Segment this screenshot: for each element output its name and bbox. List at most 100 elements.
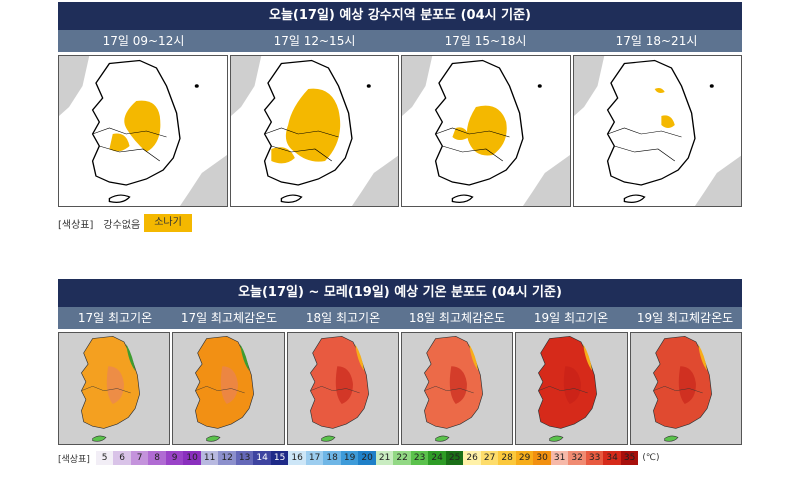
temp-scale-chip: 33 <box>586 451 604 465</box>
jeju-island <box>207 436 220 441</box>
temp-scale-chip: 17 <box>306 451 324 465</box>
china-land <box>231 56 261 116</box>
temp-scale-chip: 13 <box>236 451 254 465</box>
temperature-map-3 <box>401 332 513 445</box>
tab-time-1215[interactable]: 17일 12~15시 <box>229 30 400 52</box>
china-land <box>59 56 89 116</box>
temp-scale-chip: 35 <box>621 451 639 465</box>
temp-scale: 5 6 7 8 9 10 11 12 13 14 15 16 17 18 19 20 21 22 23 24 25 26 2… <box>96 451 639 465</box>
temp-scale-chip: 7 <box>131 451 149 465</box>
temp-scale-chip: 12 <box>218 451 236 465</box>
tab-time-1821[interactable]: 17일 18~21시 <box>571 30 742 52</box>
temp-map-svg <box>631 333 742 444</box>
temp-scale-chip: 5 <box>96 451 114 465</box>
temp-scale-chip: 19 <box>341 451 359 465</box>
legend-label: [색상표] <box>58 216 93 231</box>
china-land <box>402 56 432 116</box>
ulleungdo-island <box>195 84 199 88</box>
jeju-island <box>109 195 129 202</box>
tab-17-max-temp[interactable]: 17일 최고기온 <box>58 307 172 329</box>
temp-map-svg <box>402 333 513 444</box>
tab-17-max-feel[interactable]: 17일 최고체감온도 <box>172 307 286 329</box>
tab-time-0912[interactable]: 17일 09~12시 <box>58 30 229 52</box>
temp-legend-unit: (℃) <box>642 453 659 463</box>
legend-no-rain: 강수없음 <box>103 216 140 231</box>
ulleungdo-island <box>366 84 370 88</box>
temperature-map-2 <box>287 332 399 445</box>
temperature-map-1 <box>172 332 284 445</box>
precipitation-maps <box>58 52 742 207</box>
korea-map-svg <box>231 56 399 206</box>
temperature-panel: 오늘(17일) ~ 모레(19일) 예상 기온 분포도 (04시 기준) 17일… <box>58 279 742 465</box>
precipitation-panel: 오늘(17일) 예상 강수지역 분포도 (04시 기준) 17일 09~12시 … <box>58 2 742 233</box>
precipitation-map-0 <box>58 55 228 207</box>
temp-scale-chip: 10 <box>183 451 201 465</box>
temp-scale-chip: 9 <box>166 451 184 465</box>
temp-map-svg <box>173 333 284 444</box>
temp-scale-chip: 15 <box>271 451 289 465</box>
jeju-island <box>624 195 644 202</box>
tab-19-max-temp[interactable]: 19일 최고기온 <box>514 307 628 329</box>
temp-scale-chip: 32 <box>568 451 586 465</box>
temp-map-svg <box>59 333 170 444</box>
precipitation-map-2 <box>401 55 571 207</box>
temp-map-svg <box>516 333 627 444</box>
ulleungdo-island <box>709 84 713 88</box>
japan-land <box>351 155 398 206</box>
temp-scale-chip: 31 <box>551 451 569 465</box>
precipitation-title: 오늘(17일) 예상 강수지역 분포도 (04시 기준) <box>58 2 742 30</box>
jeju-island <box>436 436 449 441</box>
temp-scale-chip: 16 <box>288 451 306 465</box>
temp-scale-chip: 29 <box>516 451 534 465</box>
temp-legend-label: [색상표] <box>58 452 90 465</box>
japan-land <box>523 155 570 206</box>
temp-scale-chip: 11 <box>201 451 219 465</box>
temp-scale-chip: 22 <box>393 451 411 465</box>
temp-scale-chip: 27 <box>481 451 499 465</box>
legend-shower: 소나기 <box>144 214 192 232</box>
temp-scale-chip: 25 <box>446 451 464 465</box>
ulleungdo-island <box>538 84 542 88</box>
temperature-map-5 <box>630 332 742 445</box>
tab-18-max-temp[interactable]: 18일 최고기온 <box>286 307 400 329</box>
china-land <box>574 56 604 116</box>
temperature-legend: [색상표] 5 6 7 8 9 10 11 12 13 14 15 16 17 18 19 20 21 22 23 2… <box>58 451 742 465</box>
precipitation-tabs: 17일 09~12시 17일 12~15시 17일 15~18시 17일 18~… <box>58 30 742 52</box>
temp-scale-chip: 6 <box>113 451 131 465</box>
precipitation-legend: [색상표] 강수없음 소나기 <box>58 213 742 233</box>
precipitation-map-1 <box>230 55 400 207</box>
jeju-island <box>452 195 472 202</box>
temp-map-svg <box>288 333 399 444</box>
jeju-island <box>93 436 106 441</box>
jeju-island <box>321 436 334 441</box>
temp-scale-chip: 34 <box>603 451 621 465</box>
jeju-island <box>664 436 677 441</box>
temperature-tabs: 17일 최고기온 17일 최고체감온도 18일 최고기온 18일 최고체감온도 … <box>58 307 742 329</box>
temp-scale-chip: 8 <box>148 451 166 465</box>
temp-scale-chip: 26 <box>463 451 481 465</box>
japan-land <box>694 155 741 206</box>
tab-time-1518[interactable]: 17일 15~18시 <box>400 30 571 52</box>
jeju-island <box>281 195 301 202</box>
temp-scale-chip: 30 <box>533 451 551 465</box>
korea-map-svg <box>59 56 227 206</box>
korea-map-svg <box>574 56 742 206</box>
temp-scale-chip: 20 <box>358 451 376 465</box>
temp-scale-chip: 23 <box>411 451 429 465</box>
precipitation-map-3 <box>573 55 743 207</box>
tab-18-max-feel[interactable]: 18일 최고체감온도 <box>400 307 514 329</box>
temp-scale-chip: 24 <box>428 451 446 465</box>
korea-land <box>607 61 694 186</box>
tab-19-max-feel[interactable]: 19일 최고체감온도 <box>628 307 742 329</box>
jeju-island <box>550 436 563 441</box>
temp-scale-chip: 14 <box>253 451 271 465</box>
korea-map-svg <box>402 56 570 206</box>
temperature-title: 오늘(17일) ~ 모레(19일) 예상 기온 분포도 (04시 기준) <box>58 279 742 307</box>
temp-scale-chip: 21 <box>376 451 394 465</box>
temperature-maps <box>58 329 742 445</box>
japan-land <box>180 155 227 206</box>
temp-scale-chip: 18 <box>323 451 341 465</box>
temperature-map-4 <box>515 332 627 445</box>
temp-scale-chip: 28 <box>498 451 516 465</box>
temperature-map-0 <box>58 332 170 445</box>
